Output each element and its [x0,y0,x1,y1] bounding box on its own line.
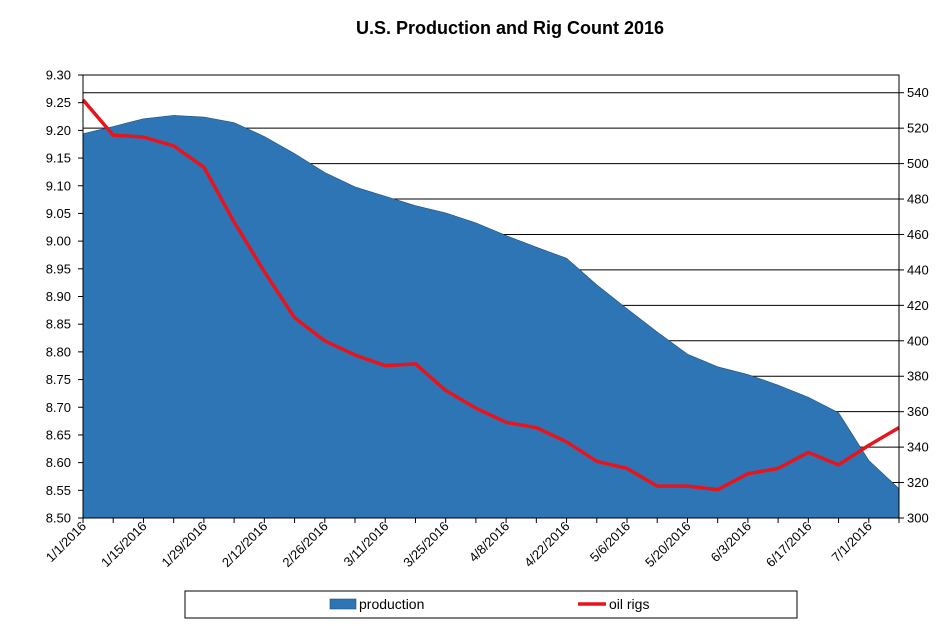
x-tick-label: 2/12/2016 [219,519,271,571]
oil-rigs-line [81,98,900,492]
production-area-layer [82,115,900,519]
x-tick-label: 6/3/2016 [708,519,754,565]
x-tick-label: 3/11/2016 [341,519,392,570]
right-tick-label: 400 [907,333,929,348]
legend-production-label: production [359,596,424,612]
left-tick-label: 8.80 [46,344,71,359]
right-tick-label: 480 [907,192,929,207]
right-y-axis: 300 320 340 360 380 400 420 440 460 480 500 520 540 [899,85,929,526]
left-tick-label: 8.75 [46,372,71,387]
left-tick-label: 9.25 [46,95,71,110]
right-tick-label: 360 [907,404,929,419]
x-tick-label: 1/15/2016 [98,519,150,571]
left-tick-label: 8.55 [46,483,71,498]
right-tick-label: 420 [907,298,929,313]
x-tick-label: 2/26/2016 [279,519,331,571]
right-tick-label: 380 [907,369,929,384]
left-tick-label: 8.85 [46,317,71,332]
legend: production oil rigs [184,590,798,619]
left-tick-label: 9.15 [46,151,71,166]
right-tick-label: 540 [907,85,929,100]
x-tick-label: 5/20/2016 [642,519,694,571]
x-tick-label: 4/8/2016 [466,519,512,565]
left-tick-label: 8.70 [46,400,71,415]
right-tick-label: 520 [907,121,929,136]
legend-oil-rigs-label: oil rigs [609,596,649,612]
left-tick-label: 8.90 [46,289,71,304]
oil-rigs-line-layer [81,98,900,492]
production-area [82,115,900,519]
x-tick-label: 4/22/2016 [521,519,573,571]
left-tick-label: 9.20 [46,123,71,138]
x-tick-label: 7/1/2016 [829,519,875,565]
x-tick-label: 5/6/2016 [587,519,633,565]
right-tick-label: 340 [907,440,929,455]
legend-box [184,590,798,619]
right-tick-label: 500 [907,156,929,171]
left-tick-label: 9.30 [46,68,71,83]
chart-title: U.S. Production and Rig Count 2016 [356,18,664,38]
left-tick-label: 9.05 [46,206,71,221]
x-tick-label: 6/17/2016 [763,519,815,571]
right-tick-label: 300 [907,511,929,526]
right-tick-label: 460 [907,227,929,242]
left-tick-label: 8.50 [46,511,71,526]
x-tick-label: 1/29/2016 [159,519,211,571]
left-tick-label: 8.65 [46,427,71,442]
legend-production-swatch [329,598,357,610]
left-tick-label: 8.60 [46,455,71,470]
right-tick-label: 320 [907,475,929,490]
x-tick-label: 3/25/2016 [400,519,452,571]
x-axis: 1/1/2016 1/15/2016 1/29/2016 2/12/2016 2/26/… [43,518,900,571]
left-y-axis: 8.50 8.55 8.60 8.65 8.70 8.75 8.80 8.85 8.90 8.95… [46,68,83,526]
left-tick-label: 8.95 [46,261,71,276]
left-tick-label: 9.10 [46,178,71,193]
left-tick-label: 9.00 [46,234,71,249]
right-tick-label: 440 [907,262,929,277]
